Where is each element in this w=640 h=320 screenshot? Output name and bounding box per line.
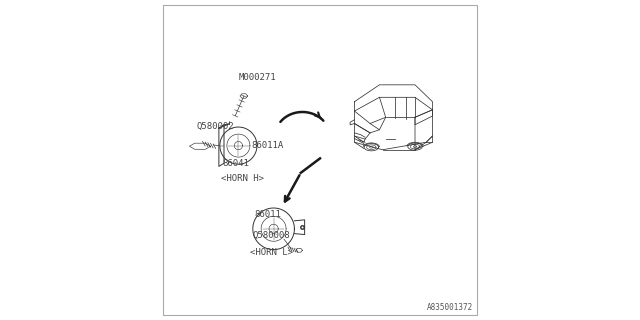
Text: <HORN H>: <HORN H> (221, 174, 264, 183)
Text: 86011: 86011 (254, 210, 281, 219)
Text: 86041: 86041 (223, 159, 249, 168)
Text: 86011A: 86011A (251, 141, 284, 150)
Text: M000271: M000271 (239, 73, 276, 82)
Text: A835001372: A835001372 (427, 303, 473, 312)
Text: Q580008: Q580008 (253, 231, 291, 240)
Text: Q580002: Q580002 (197, 122, 234, 131)
Text: <HORN L>: <HORN L> (250, 248, 292, 257)
